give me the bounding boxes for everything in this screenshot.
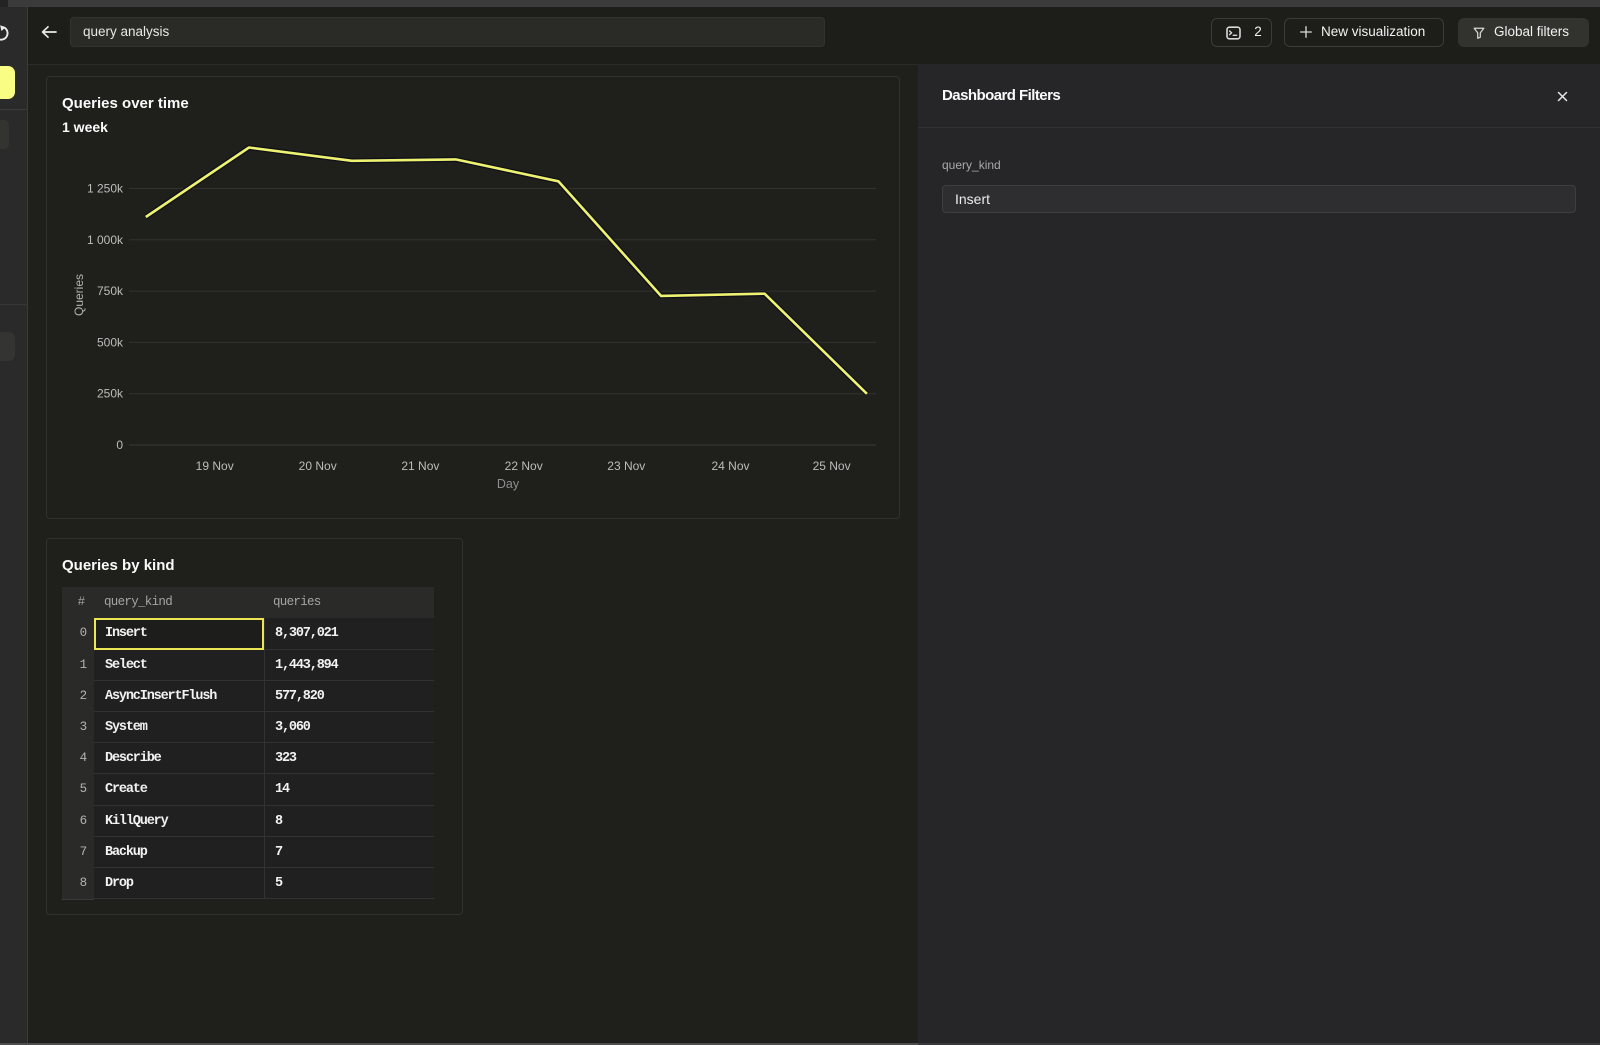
svg-text:21 Nov: 21 Nov [401, 459, 439, 473]
svg-text:23 Nov: 23 Nov [607, 459, 645, 473]
svg-text:24 Nov: 24 Nov [711, 459, 749, 473]
svg-text:19 Nov: 19 Nov [196, 459, 234, 473]
svg-text:Queries: Queries [72, 274, 86, 316]
svg-text:Day: Day [497, 477, 520, 491]
svg-text:250k: 250k [97, 387, 124, 401]
svg-text:22 Nov: 22 Nov [505, 459, 543, 473]
svg-text:1 000k: 1 000k [87, 233, 124, 247]
svg-text:25 Nov: 25 Nov [813, 459, 851, 473]
svg-text:750k: 750k [97, 284, 124, 298]
svg-text:1 250k: 1 250k [87, 182, 124, 196]
svg-text:0: 0 [116, 438, 123, 452]
svg-text:20 Nov: 20 Nov [299, 459, 337, 473]
svg-text:500k: 500k [97, 335, 124, 349]
